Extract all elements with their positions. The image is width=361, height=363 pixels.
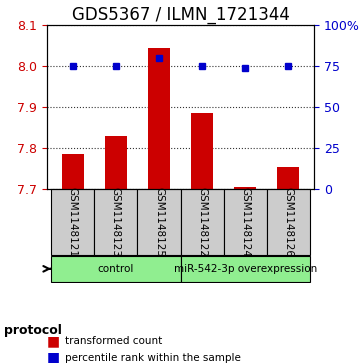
Text: ■: ■ (47, 351, 60, 363)
Text: GSM1148125: GSM1148125 (154, 187, 164, 257)
Bar (278, 167, 299, 189)
Text: percentile rank within the sample: percentile rank within the sample (65, 352, 241, 363)
Text: GSM1148121: GSM1148121 (68, 187, 78, 257)
Text: GSM1148122: GSM1148122 (197, 187, 207, 257)
FancyBboxPatch shape (180, 256, 310, 282)
Text: GSM1148123: GSM1148123 (111, 187, 121, 257)
Bar (191, 113, 213, 189)
Text: GSM1148126: GSM1148126 (283, 187, 293, 257)
Text: miR-542-3p overexpression: miR-542-3p overexpression (174, 264, 317, 274)
FancyBboxPatch shape (138, 189, 180, 254)
FancyBboxPatch shape (267, 189, 310, 254)
Bar (62, 154, 83, 189)
Text: ■: ■ (47, 334, 60, 348)
FancyBboxPatch shape (51, 256, 180, 282)
Bar (105, 136, 127, 189)
FancyBboxPatch shape (51, 189, 94, 254)
FancyBboxPatch shape (180, 189, 223, 254)
Title: GDS5367 / ILMN_1721344: GDS5367 / ILMN_1721344 (71, 6, 290, 24)
Bar (148, 48, 170, 189)
Text: transformed count: transformed count (65, 336, 162, 346)
Text: protocol: protocol (4, 324, 61, 337)
Bar (234, 187, 256, 189)
Text: control: control (98, 264, 134, 274)
FancyBboxPatch shape (94, 189, 138, 254)
Text: GSM1148124: GSM1148124 (240, 187, 250, 257)
FancyBboxPatch shape (223, 189, 267, 254)
